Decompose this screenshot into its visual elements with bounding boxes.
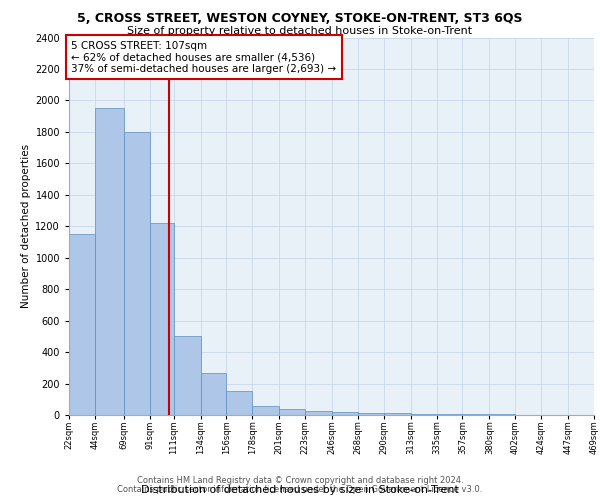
Bar [226, 390, 252, 415]
Bar [279, 410, 305, 415]
Bar [490, 414, 515, 415]
Text: Contains public sector information licensed under the Open Government Licence v3: Contains public sector information licen… [118, 485, 482, 494]
Text: Distribution of detached houses by size in Stoke-on-Trent: Distribution of detached houses by size … [141, 485, 459, 495]
Bar [173, 336, 200, 415]
Bar [200, 372, 226, 415]
Bar [69, 234, 95, 415]
Bar [411, 414, 437, 415]
Bar [124, 132, 150, 415]
Bar [463, 414, 490, 415]
Text: 5, CROSS STREET, WESTON COYNEY, STOKE-ON-TRENT, ST3 6QS: 5, CROSS STREET, WESTON COYNEY, STOKE-ON… [77, 12, 523, 26]
Bar [150, 223, 173, 415]
Bar [95, 108, 124, 415]
Y-axis label: Number of detached properties: Number of detached properties [21, 144, 31, 308]
Bar [332, 412, 358, 415]
Bar [252, 406, 279, 415]
Bar [384, 414, 411, 415]
Text: 5 CROSS STREET: 107sqm
← 62% of detached houses are smaller (4,536)
37% of semi-: 5 CROSS STREET: 107sqm ← 62% of detached… [71, 40, 337, 74]
Bar [305, 411, 332, 415]
Text: Contains HM Land Registry data © Crown copyright and database right 2024.: Contains HM Land Registry data © Crown c… [137, 476, 463, 485]
Text: Size of property relative to detached houses in Stoke-on-Trent: Size of property relative to detached ho… [127, 26, 473, 36]
Bar [437, 414, 463, 415]
Bar [358, 412, 384, 415]
